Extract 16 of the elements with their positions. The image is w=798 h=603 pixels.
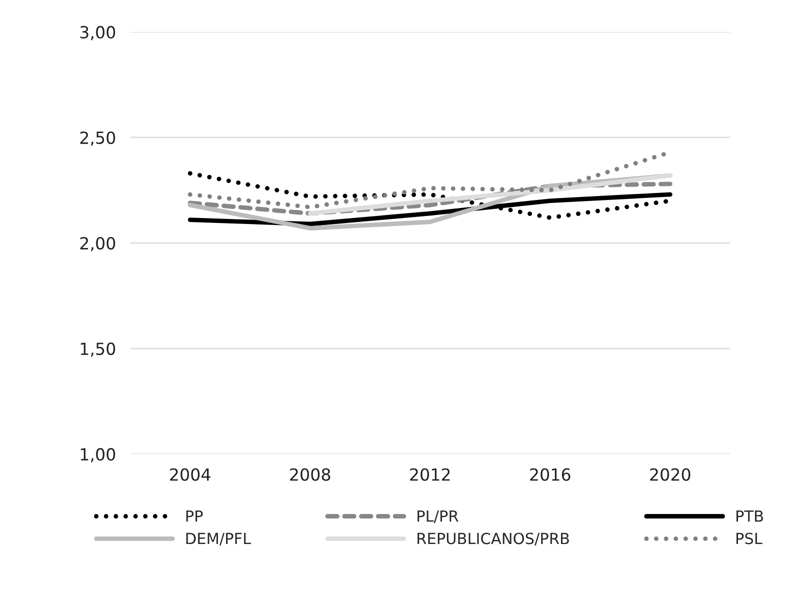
x-tick-label: 2020 — [650, 468, 690, 481]
y-tick-label: 3,00 — [80, 26, 116, 40]
y-tick-label: 2,50 — [80, 131, 116, 146]
y-tick-label: 1,50 — [80, 342, 116, 357]
legend-label: REPUBLICANOS/PRB — [418, 532, 569, 546]
y-tick-label: 2,00 — [80, 236, 116, 252]
legend-label: PSL — [736, 532, 762, 544]
x-tick-label: 2004 — [170, 468, 210, 481]
x-tick-label: 2012 — [410, 468, 450, 481]
x-tick-label: 2008 — [290, 468, 330, 481]
legend-label: PL/PR — [418, 510, 458, 524]
y-tick-label: 1,00 — [80, 448, 116, 462]
legend-label: DEM/PFL — [186, 532, 252, 546]
legend-label: PTB — [736, 510, 763, 522]
x-tick-label: 2016 — [530, 468, 570, 481]
legend-label: PP — [186, 510, 203, 522]
